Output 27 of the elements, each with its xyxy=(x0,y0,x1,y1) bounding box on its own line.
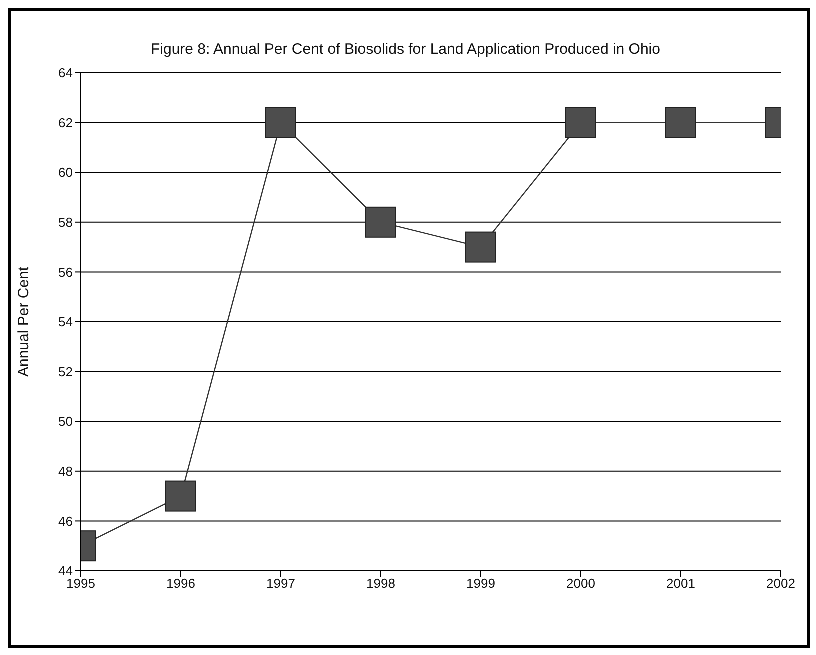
y-tick-label: 60 xyxy=(58,165,73,180)
x-tick-label: 1997 xyxy=(266,576,296,592)
x-tick-label: 1995 xyxy=(66,576,96,592)
x-tick-label: 2001 xyxy=(666,576,696,592)
chart-title: Figure 8: Annual Per Cent of Biosolids for Land Application Produced in Ohio xyxy=(151,41,660,58)
y-tick-label: 54 xyxy=(58,314,73,330)
point xyxy=(666,107,696,138)
y-tick-label: 44 xyxy=(58,564,73,579)
point xyxy=(266,107,296,138)
x-tick-label: 2002 xyxy=(766,576,796,592)
y-tick-label: 62 xyxy=(58,115,73,130)
y-tick-label: 56 xyxy=(58,264,73,280)
y-tick-label: 46 xyxy=(58,514,73,529)
y-tick-label: 48 xyxy=(58,464,73,480)
y-tick-label: 50 xyxy=(58,414,73,430)
point xyxy=(166,480,196,512)
x-tick-label: 1996 xyxy=(166,576,196,592)
y-tick-label: 58 xyxy=(58,215,73,230)
point xyxy=(566,107,596,138)
y-axis-title: Annual Per Cent xyxy=(15,266,32,378)
point xyxy=(366,206,396,238)
x-tick-label: 1999 xyxy=(466,576,496,592)
point xyxy=(466,232,496,263)
y-tick-label: 52 xyxy=(58,364,73,380)
x-tick-label: 1998 xyxy=(366,576,396,592)
y-tick-label: 64 xyxy=(58,66,73,81)
x-tick-label: 2000 xyxy=(566,576,596,592)
